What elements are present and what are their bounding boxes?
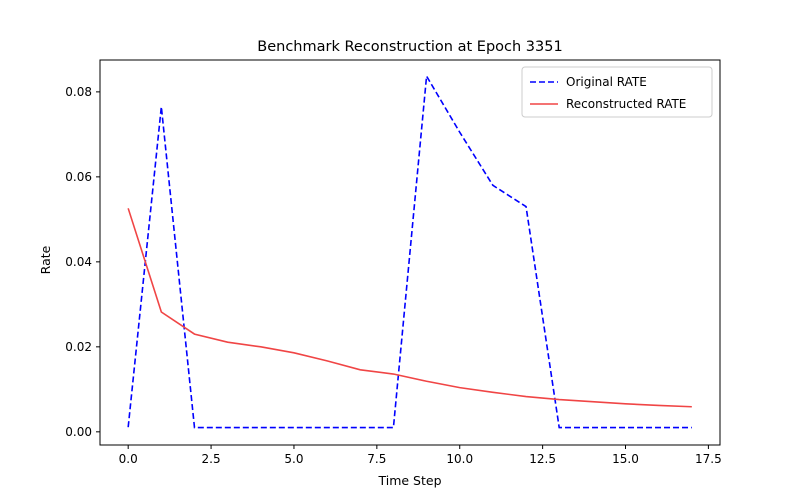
x-axis-label: Time Step	[377, 473, 441, 488]
y-tick-label: 0.00	[65, 425, 92, 439]
y-tick-label: 0.08	[65, 85, 92, 99]
x-tick-label: 15.0	[612, 452, 639, 466]
y-axis-ticks: 0.00 0.02 0.04 0.06 0.08	[65, 85, 100, 439]
x-tick-label: 2.5	[202, 452, 221, 466]
y-tick-label: 0.02	[65, 340, 92, 354]
legend-box	[521, 66, 713, 118]
series-line-reconstructed-rate	[127, 208, 692, 408]
series-line-original-rate	[127, 73, 692, 429]
chart-title: Benchmark Reconstruction at Epoch 3351	[257, 39, 562, 55]
x-axis-ticks: 0.0 2.5 5.0 7.5 10.0 12.5 15.0 17.5	[119, 445, 722, 466]
chart-legend: Original RATE Reconstructed RATE	[521, 66, 713, 118]
x-tick-label: 12.5	[529, 452, 556, 466]
plot-area-frame	[99, 59, 721, 446]
y-axis-label: Rate	[38, 245, 53, 274]
x-tick-label: 10.0	[446, 452, 473, 466]
legend-label: Reconstructed RATE	[566, 97, 686, 111]
y-tick-label: 0.04	[65, 255, 92, 269]
y-tick-label: 0.06	[65, 170, 92, 184]
x-tick-label: 17.5	[695, 452, 722, 466]
x-tick-label: 7.5	[367, 452, 386, 466]
legend-label: Original RATE	[566, 75, 647, 89]
x-tick-label: 0.0	[119, 452, 138, 466]
series-layer	[127, 73, 692, 429]
x-tick-label: 5.0	[284, 452, 303, 466]
